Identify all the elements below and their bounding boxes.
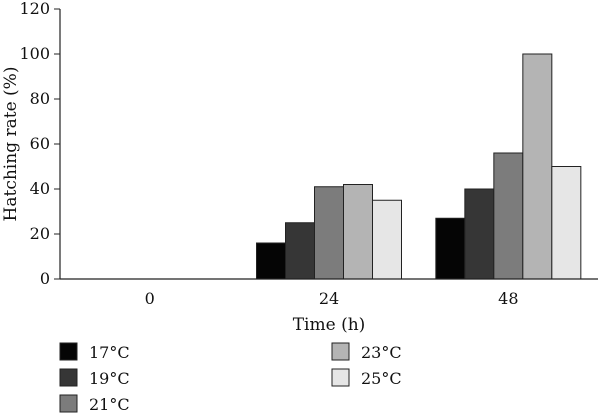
legend-swatch <box>331 368 350 387</box>
legend-swatch <box>59 394 78 413</box>
x-axis-label: Time (h) <box>293 315 366 335</box>
legend-item: 25°C <box>331 368 402 388</box>
legend-item: 19°C <box>59 368 130 388</box>
legend-item: 23°C <box>331 342 402 362</box>
x-axis: 0 24 48 <box>145 289 519 308</box>
y-axis-label: Hatching rate (%) <box>1 67 21 222</box>
legend-label: 23°C <box>361 343 402 362</box>
bar-21°C-48 <box>493 152 524 280</box>
legend-swatch <box>59 342 78 361</box>
axes <box>59 9 598 280</box>
legend-swatch <box>59 368 78 387</box>
bar-17°C-48 <box>435 217 466 280</box>
legend-label: 21°C <box>89 395 130 414</box>
y-tick-label: 100 <box>19 44 50 63</box>
bar-23°C-24 <box>343 184 373 280</box>
y-tick-label: 120 <box>19 0 50 18</box>
bar-17°C-24 <box>256 242 286 280</box>
legend-label: 19°C <box>89 369 130 388</box>
bar-23°C-48 <box>522 53 553 280</box>
legend-swatch <box>331 342 350 361</box>
y-tick-label: 60 <box>30 134 50 153</box>
legend: 17°C 19°C 21°C 23°C 25°C <box>59 342 402 414</box>
y-axis: 0 20 40 60 80 100 120 <box>19 0 60 288</box>
y-tick-label: 0 <box>40 269 50 288</box>
legend-item: 21°C <box>59 394 130 414</box>
bars <box>256 53 582 280</box>
y-tick-label: 20 <box>30 224 50 243</box>
y-tick-label: 40 <box>30 179 50 198</box>
x-tick-label: 24 <box>319 289 339 308</box>
bar-21°C-24 <box>314 186 344 280</box>
bar-19°C-24 <box>285 222 315 280</box>
legend-label: 17°C <box>89 343 130 362</box>
x-tick-label: 48 <box>498 289 518 308</box>
bar-25°C-24 <box>372 199 402 280</box>
x-tick-label: 0 <box>145 289 155 308</box>
bar-25°C-48 <box>551 166 582 280</box>
legend-item: 17°C <box>59 342 130 362</box>
bar-19°C-48 <box>464 188 495 280</box>
y-tick-label: 80 <box>30 89 50 108</box>
legend-label: 25°C <box>361 369 402 388</box>
